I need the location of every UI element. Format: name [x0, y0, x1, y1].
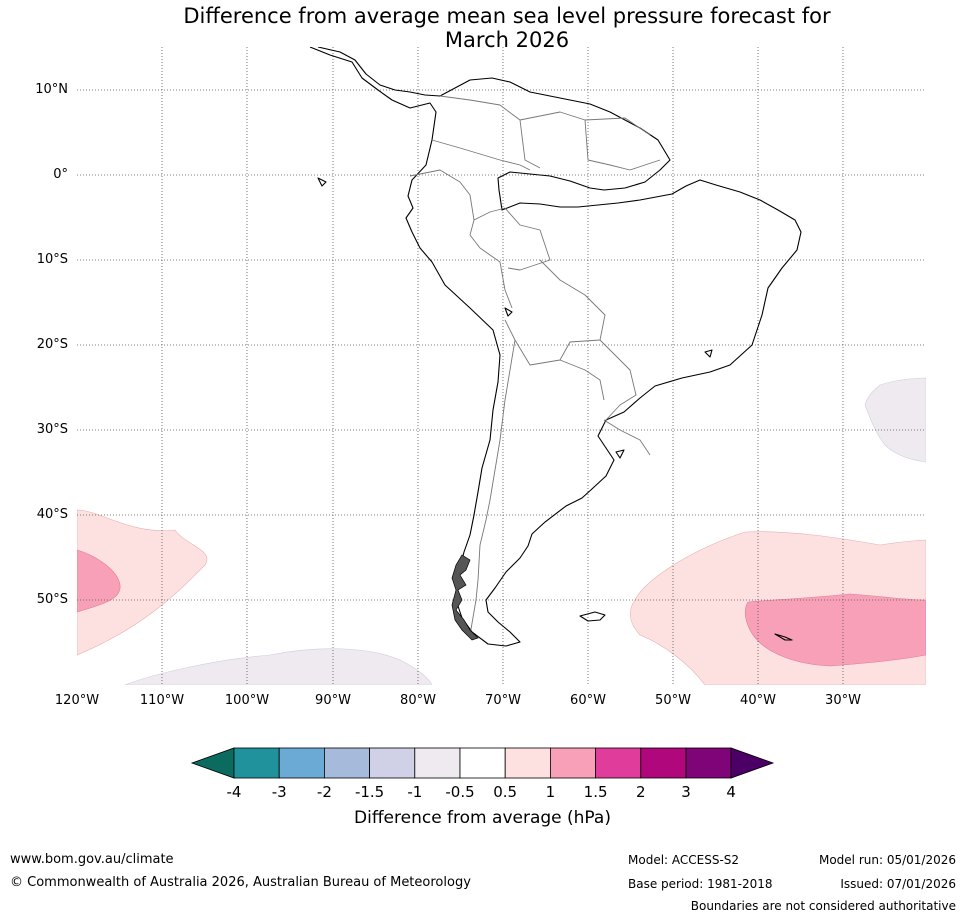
- website-link[interactable]: www.bom.gov.au/climate: [10, 852, 174, 867]
- model-run-date: Model run: 05/01/2026: [818, 853, 956, 867]
- country-borders: [409, 95, 661, 636]
- colorbar-bin: [504, 747, 551, 779]
- lat-tick-40s: 40°S: [36, 507, 68, 522]
- colorbar-tick-label: -1.5: [354, 783, 385, 801]
- colorbar-tick-label: 2: [636, 783, 646, 801]
- lat-tick-10s: 10°S: [36, 252, 68, 267]
- lagoa-dos-patos: [615, 449, 625, 459]
- lat-tick-0: 0°: [53, 167, 68, 182]
- anomaly-region-east-pink: [744, 593, 926, 667]
- lat-tick-30s: 30°S: [36, 422, 68, 437]
- colorbar-tick-label: -1: [407, 783, 423, 801]
- chile-archipelago: [451, 554, 479, 641]
- lon-tick-50w: 50°W: [655, 693, 691, 708]
- colorbar-bin: [323, 747, 370, 779]
- colorbar-bin: [595, 747, 642, 779]
- colorbar-tick-label: 0.5: [493, 783, 518, 801]
- anomaly-region-south-lavender: [124, 648, 433, 685]
- lat-tick-50s: 50°S: [36, 592, 68, 607]
- colorbar-bin: [369, 747, 416, 779]
- inland-water-brazil: [704, 349, 713, 358]
- falkland-islands: [579, 611, 606, 622]
- title-line-1: Difference from average mean sea level p…: [183, 4, 831, 28]
- colorbar-bins: [233, 747, 732, 779]
- chart-title: Difference from average mean sea level p…: [0, 4, 965, 52]
- anomaly-region-east-lavender: [864, 377, 926, 463]
- colorbar-bin: [233, 747, 280, 779]
- colorbar-bin: [414, 747, 461, 779]
- forecast-map: [77, 47, 926, 685]
- graticule: [77, 47, 926, 685]
- colorbar-tick-label: -0.5: [445, 783, 475, 801]
- issued-date: Issued: 07/01/2026: [840, 877, 956, 891]
- colorbar-tick-label: -2: [316, 783, 332, 801]
- coastlines: [309, 47, 802, 647]
- colorbar: [190, 747, 775, 779]
- anomaly-region-west-light: [77, 509, 208, 656]
- colorbar-tick-label: 4: [726, 783, 736, 801]
- lon-tick-60w: 60°W: [570, 693, 606, 708]
- lon-tick-90w: 90°W: [315, 693, 351, 708]
- anomaly-region-west-pink: [77, 549, 121, 613]
- lon-tick-40w: 40°W: [740, 693, 776, 708]
- colorbar-tick-label: -4: [226, 783, 242, 801]
- title-line-2: March 2026: [444, 28, 570, 52]
- colorbar-bin: [685, 747, 732, 779]
- colorbar-bin: [278, 747, 325, 779]
- galapagos: [317, 177, 327, 187]
- base-period: Base period: 1981-2018: [628, 877, 773, 891]
- colorbar-tick-label: 3: [681, 783, 691, 801]
- lake-titicaca: [504, 307, 513, 317]
- lat-tick-10n: 10°N: [35, 82, 68, 97]
- colorbar-bin: [549, 747, 596, 779]
- colorbar-extend-max: [730, 747, 775, 779]
- south-america-coastline: [309, 47, 802, 647]
- model-name: Model: ACCESS-S2: [628, 853, 740, 867]
- lon-tick-100w: 100°W: [224, 693, 270, 708]
- colorbar-tick-label: 1.5: [583, 783, 608, 801]
- colorbar-bin: [459, 747, 506, 779]
- colorbar-extend-min: [190, 747, 235, 779]
- lat-tick-20s: 20°S: [36, 337, 68, 352]
- boundaries-disclaimer: Boundaries are not considered authoritat…: [690, 899, 956, 913]
- lon-tick-80w: 80°W: [400, 693, 436, 708]
- copyright-text: © Commonwealth of Australia 2026, Austra…: [10, 875, 471, 890]
- south-georgia: [774, 633, 793, 641]
- colorbar-tick-label: 1: [545, 783, 556, 801]
- colorbar-tick-label: -3: [271, 783, 287, 801]
- lon-tick-120w: 120°W: [54, 693, 100, 708]
- anomaly-shading: [77, 377, 926, 685]
- lon-tick-110w: 110°W: [139, 693, 185, 708]
- colorbar-title: Difference from average (hPa): [354, 808, 611, 828]
- lon-tick-70w: 70°W: [485, 693, 521, 708]
- lon-tick-30w: 30°W: [825, 693, 861, 708]
- colorbar-bin: [640, 747, 687, 779]
